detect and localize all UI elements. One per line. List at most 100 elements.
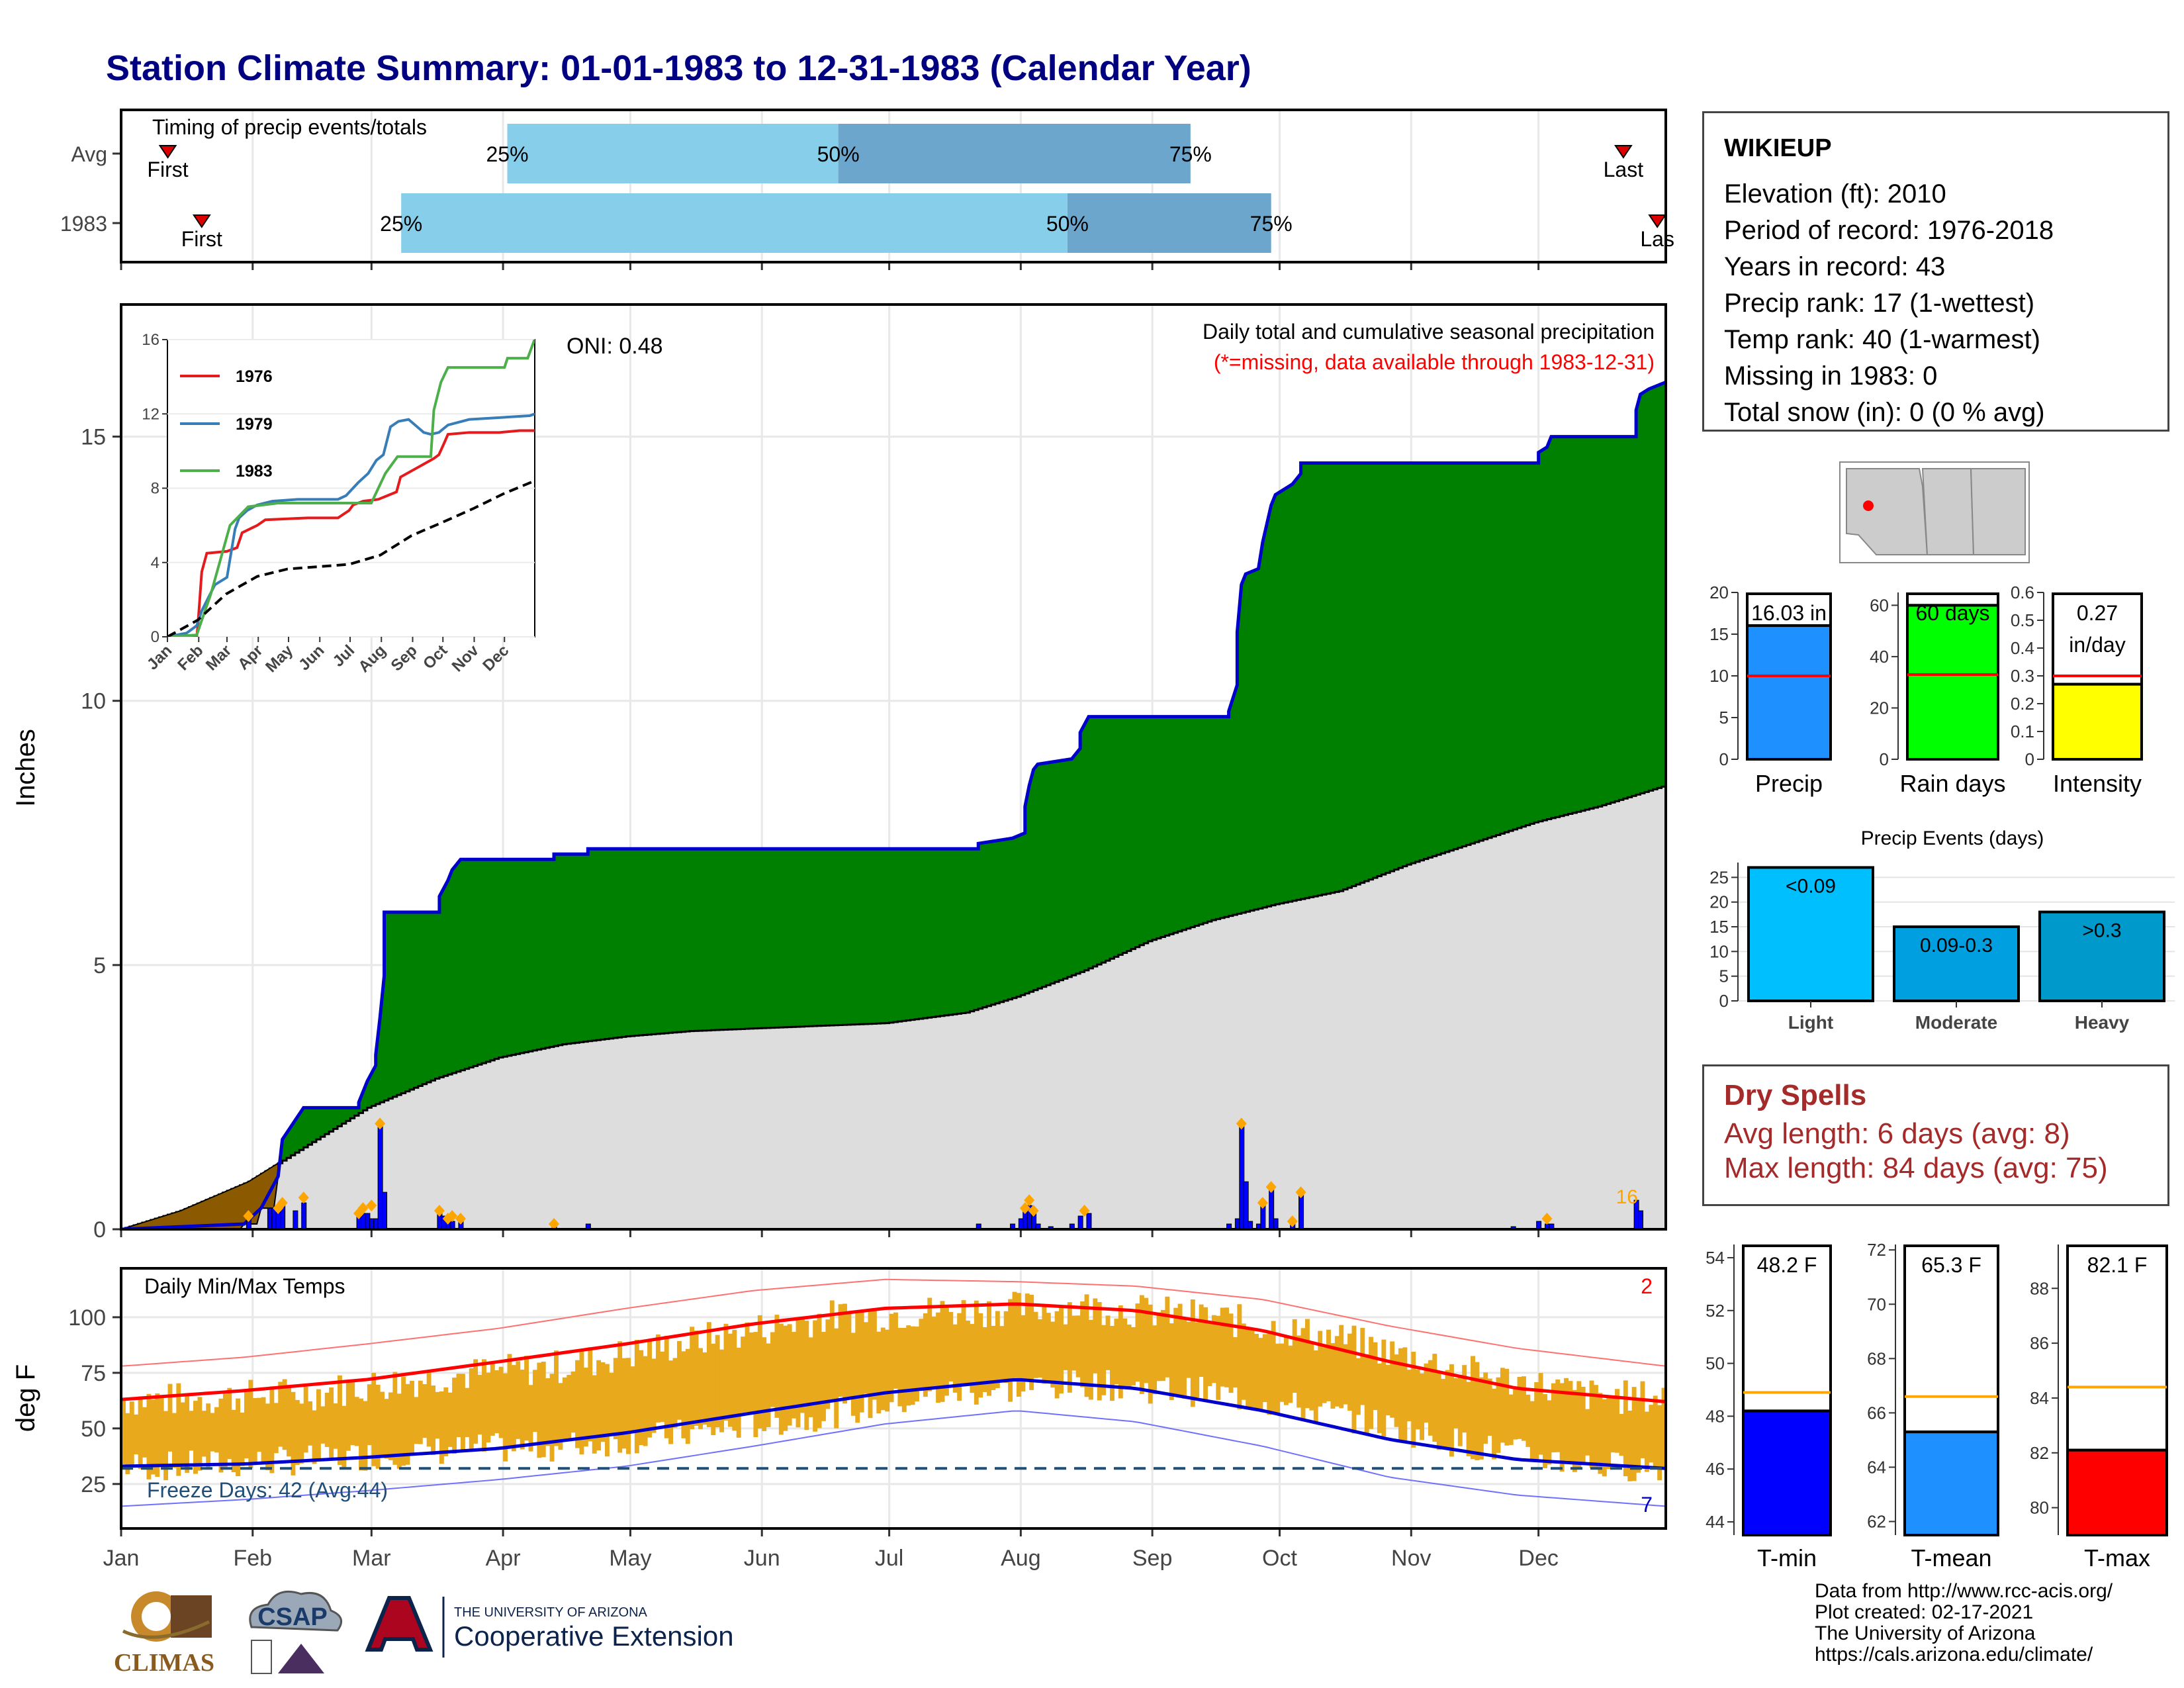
precip-events-y-tick-label: 0 (1719, 991, 1729, 1011)
daily-temp-bar (1084, 1294, 1089, 1397)
daily-temp-bar (1420, 1373, 1425, 1440)
daily-temp-bar (1347, 1333, 1353, 1411)
daily-precip-bar (1077, 1215, 1083, 1229)
timing-label-last: Las (1640, 227, 1674, 251)
daily-temp-bar (1610, 1398, 1615, 1453)
rain_days-y-tick-label: 20 (1870, 698, 1889, 718)
temp-y-tick-label: 50 (81, 1417, 106, 1442)
daily-temp-bar (359, 1398, 363, 1471)
university-of-arizona-logo: THE UNIVERSITY OF ARIZONA Cooperative Ex… (361, 1591, 752, 1671)
daily-temp-bar (1415, 1369, 1420, 1430)
daily-temp-bar (1457, 1374, 1463, 1446)
daily-precip-bar (1086, 1213, 1092, 1229)
daily-temp-bar (864, 1322, 869, 1394)
daily-temp-bar (222, 1393, 228, 1468)
daily-temp-bar (702, 1352, 707, 1425)
rain_days-bar (1906, 604, 1999, 761)
precip-events-category: Heavy (2075, 1012, 2130, 1033)
t_mean-value-label: 65.3 F (1921, 1253, 1981, 1277)
daily-temp-bar (1038, 1319, 1042, 1378)
daily-temp-bar (1636, 1398, 1641, 1473)
daily-temp-bar (1279, 1343, 1285, 1402)
precip-annotation-missing: (*=missing, data available through 1983-… (1214, 350, 1655, 374)
timing-plot-border (120, 109, 1667, 263)
daily-temp-bar (957, 1313, 962, 1401)
daily-temp-bar (1232, 1337, 1238, 1388)
daily-temp-bar (948, 1311, 954, 1382)
daily-temp-bar (1322, 1347, 1327, 1403)
daily-temp-bar (1326, 1329, 1331, 1401)
daily-temp-bar (664, 1335, 669, 1438)
freeze-days-label: Freeze Days: 42 (Avg:44) (147, 1478, 388, 1502)
daily-temp-bar (1003, 1311, 1009, 1383)
precip_total-bar-frame (1746, 592, 1832, 628)
precip-events-bar-label: >0.3 (2082, 920, 2121, 942)
temp-y-axis-label: deg F (11, 1364, 40, 1432)
daily-temp-bar (1262, 1334, 1267, 1403)
daily-temp-bar (554, 1350, 559, 1446)
daily-temp-bar (261, 1397, 266, 1464)
daily-temp-bar (792, 1332, 797, 1419)
daily-temp-bar (503, 1373, 508, 1462)
t_mean-bar (1903, 1430, 1999, 1537)
station-name: WIKIEUP (1724, 134, 1832, 162)
daily-temp-bar (1441, 1379, 1446, 1450)
daily-temp-bar (1657, 1405, 1662, 1481)
timing-label-first: First (147, 158, 188, 181)
timing-bar-25-50 (401, 193, 1068, 253)
daily-temp-bar (201, 1411, 206, 1457)
daily-temp-bar (1508, 1394, 1514, 1445)
precip_total-y-tick-label: 15 (1709, 624, 1729, 644)
daily-temp-bar (1165, 1296, 1170, 1378)
temp-x-tick-label: Jun (744, 1546, 780, 1571)
daily-temp-bar (889, 1313, 894, 1403)
t_mean-bar-frame (1903, 1244, 1999, 1434)
daily-temp-bar (1288, 1345, 1293, 1403)
temp-x-tick-label: Apr (486, 1546, 521, 1571)
daily-temp-bar (1008, 1299, 1013, 1402)
daily-temp-bar (537, 1362, 542, 1458)
intensity-value-unit: in/day (2069, 633, 2125, 657)
daily-temp-bar (774, 1315, 780, 1418)
precip-event-marker (447, 1210, 458, 1223)
main-y-axis-label: Inches (11, 729, 40, 807)
timing-bar-25-50 (507, 124, 839, 183)
timing-label-first: First (181, 227, 222, 251)
daily-temp-bar (185, 1393, 190, 1473)
daily-temp-bar (1330, 1343, 1336, 1409)
daily-temp-bar (1207, 1322, 1212, 1387)
daily-temp-bar (1615, 1389, 1619, 1453)
cumulative-precip-line (121, 381, 1666, 1229)
daily-temp-bar (486, 1372, 491, 1443)
daily-temp-bar (532, 1370, 537, 1432)
record-high-count: 2 (1641, 1274, 1653, 1298)
daily-temp-bar (511, 1365, 516, 1452)
daily-temp-bar (388, 1392, 393, 1460)
daily-temp-bar (838, 1304, 843, 1397)
t_min-bar (1742, 1409, 1832, 1536)
daily-temp-bar (248, 1380, 253, 1468)
daily-temp-bar (600, 1362, 606, 1442)
daily-temp-bar (651, 1358, 657, 1433)
daily-temp-bar (1088, 1319, 1093, 1400)
daily-temp-bar (414, 1397, 419, 1444)
precip-event-marker (375, 1117, 386, 1130)
daily-temp-bar (354, 1397, 359, 1446)
daily-temp-bar (1653, 1395, 1658, 1467)
daily-temp-bar (961, 1300, 966, 1386)
daily-temp-bar (736, 1347, 741, 1438)
daily-temp-bar (706, 1322, 711, 1427)
daily-temp-bar (1258, 1338, 1263, 1412)
daily-temp-bar (732, 1330, 737, 1431)
daily-temp-bar (1589, 1380, 1594, 1468)
daily-temp-bar (723, 1323, 729, 1421)
precip-event-marker (1541, 1213, 1553, 1225)
daily-temp-bar (1627, 1411, 1633, 1481)
timing-chart: Timing of precip events/totals 25% 50% 75% F… (60, 109, 1674, 270)
daily-temp-bar (1598, 1393, 1603, 1474)
daily-temp-bar (1513, 1389, 1518, 1440)
precip-event-marker (549, 1218, 560, 1229)
daily-temp-bar (1063, 1324, 1068, 1370)
station-temp-rank: Temp rank: 40 (1-warmest) (1724, 325, 2040, 354)
inset-series-line-1979 (167, 412, 535, 637)
